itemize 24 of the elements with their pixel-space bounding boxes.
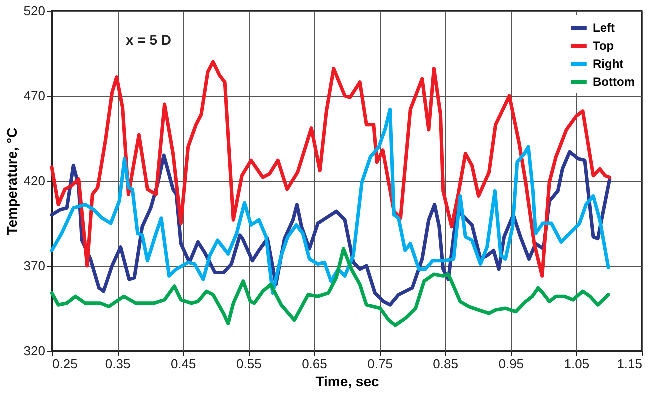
x-tick-label: 0.85 bbox=[433, 356, 458, 372]
x-axis-title: Time, sec bbox=[316, 374, 380, 390]
legend-label: Top bbox=[593, 39, 614, 53]
line-series bbox=[50, 108, 610, 295]
legend-label: Right bbox=[593, 57, 624, 71]
y-tick-label: 370 bbox=[24, 258, 46, 274]
x-tick-label: 0.35 bbox=[105, 356, 131, 372]
legend-label: Bottom bbox=[593, 75, 635, 89]
line-series bbox=[50, 247, 610, 328]
y-tick-label: 520 bbox=[24, 4, 46, 18]
legend-label: Left bbox=[593, 21, 615, 35]
x-tick-label: 1.05 bbox=[564, 356, 590, 372]
x-tick-label: 0.75 bbox=[368, 356, 393, 372]
x-tick-label: 0.25 bbox=[52, 356, 78, 372]
annotation: x = 5 D bbox=[126, 32, 172, 48]
x-tick-label: 0.55 bbox=[236, 356, 262, 372]
x-tick-label: 1.15 bbox=[617, 356, 642, 372]
x-tick-label: 0.45 bbox=[170, 356, 196, 372]
x-tick-label: 0.95 bbox=[498, 356, 524, 372]
y-tick-label: 320 bbox=[24, 344, 46, 358]
y-tick-label: 420 bbox=[24, 174, 46, 188]
y-axis-title: Temperature, °C bbox=[4, 128, 20, 236]
x-tick-label: 0.65 bbox=[302, 356, 328, 372]
y-tick-label: 470 bbox=[24, 88, 46, 104]
